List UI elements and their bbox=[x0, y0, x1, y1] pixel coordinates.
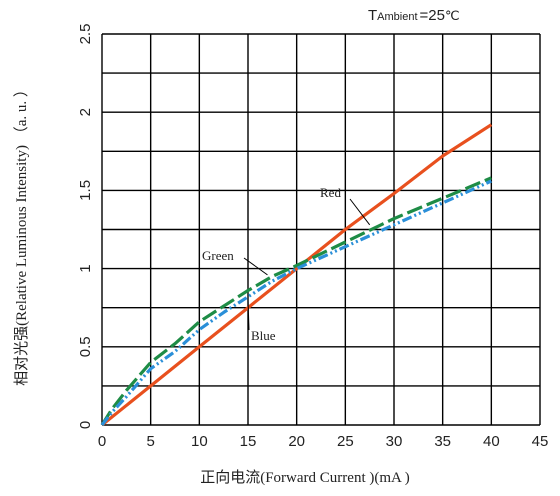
series-line-blue bbox=[100, 179, 492, 426]
x-tick-label: 0 bbox=[98, 433, 106, 450]
annotation-leader-green bbox=[243, 257, 268, 276]
y-axis-label: 相对光强(Relative Luminous Intensity) （a. u.… bbox=[13, 82, 30, 386]
ambient-t: T bbox=[368, 7, 377, 24]
x-axis-label: 正向电流(Forward Current )(mA ) bbox=[200, 469, 410, 486]
x-tick-label: 25 bbox=[337, 433, 354, 450]
ambient-value: =25 bbox=[420, 7, 445, 24]
chart-grid bbox=[101, 33, 541, 426]
ambient-temperature-label: TAmbient =25℃ bbox=[368, 7, 460, 24]
y-tick-label: 0 bbox=[77, 421, 94, 429]
annotation-leader-blue bbox=[247, 299, 250, 331]
annotation-leader-red bbox=[349, 198, 371, 226]
x-tick-label: 5 bbox=[146, 433, 154, 450]
y-tick-label: 2.5 bbox=[77, 24, 94, 45]
x-tick-label: 20 bbox=[288, 433, 305, 450]
series-line-green bbox=[100, 176, 492, 426]
y-tick-label: 2 bbox=[77, 108, 94, 116]
y-tick-label: 0.5 bbox=[77, 336, 94, 357]
annotation-red: Red bbox=[320, 185, 341, 200]
chart-series bbox=[100, 123, 493, 427]
annotation-blue: Blue bbox=[251, 328, 276, 343]
y-tick-label: 1.5 bbox=[77, 180, 94, 201]
chart-annotations: Red Green Blue bbox=[202, 185, 371, 343]
ambient-sub: Ambient bbox=[377, 11, 417, 23]
x-tick-label: 35 bbox=[434, 433, 451, 450]
x-tick-label: 45 bbox=[532, 433, 549, 450]
y-tick-label: 1 bbox=[77, 264, 94, 272]
y-tick-labels: 0 0.5 1 1.5 2 2.5 bbox=[77, 24, 94, 430]
annotation-green: Green bbox=[202, 248, 234, 263]
x-tick-label: 10 bbox=[191, 433, 208, 450]
x-tick-label: 40 bbox=[483, 433, 500, 450]
x-tick-label: 15 bbox=[240, 433, 257, 450]
ambient-unit: ℃ bbox=[445, 8, 460, 23]
x-tick-labels: 0 5 10 15 20 25 30 35 40 45 bbox=[98, 433, 549, 450]
series-line-red bbox=[100, 123, 493, 427]
x-tick-label: 30 bbox=[386, 433, 403, 450]
